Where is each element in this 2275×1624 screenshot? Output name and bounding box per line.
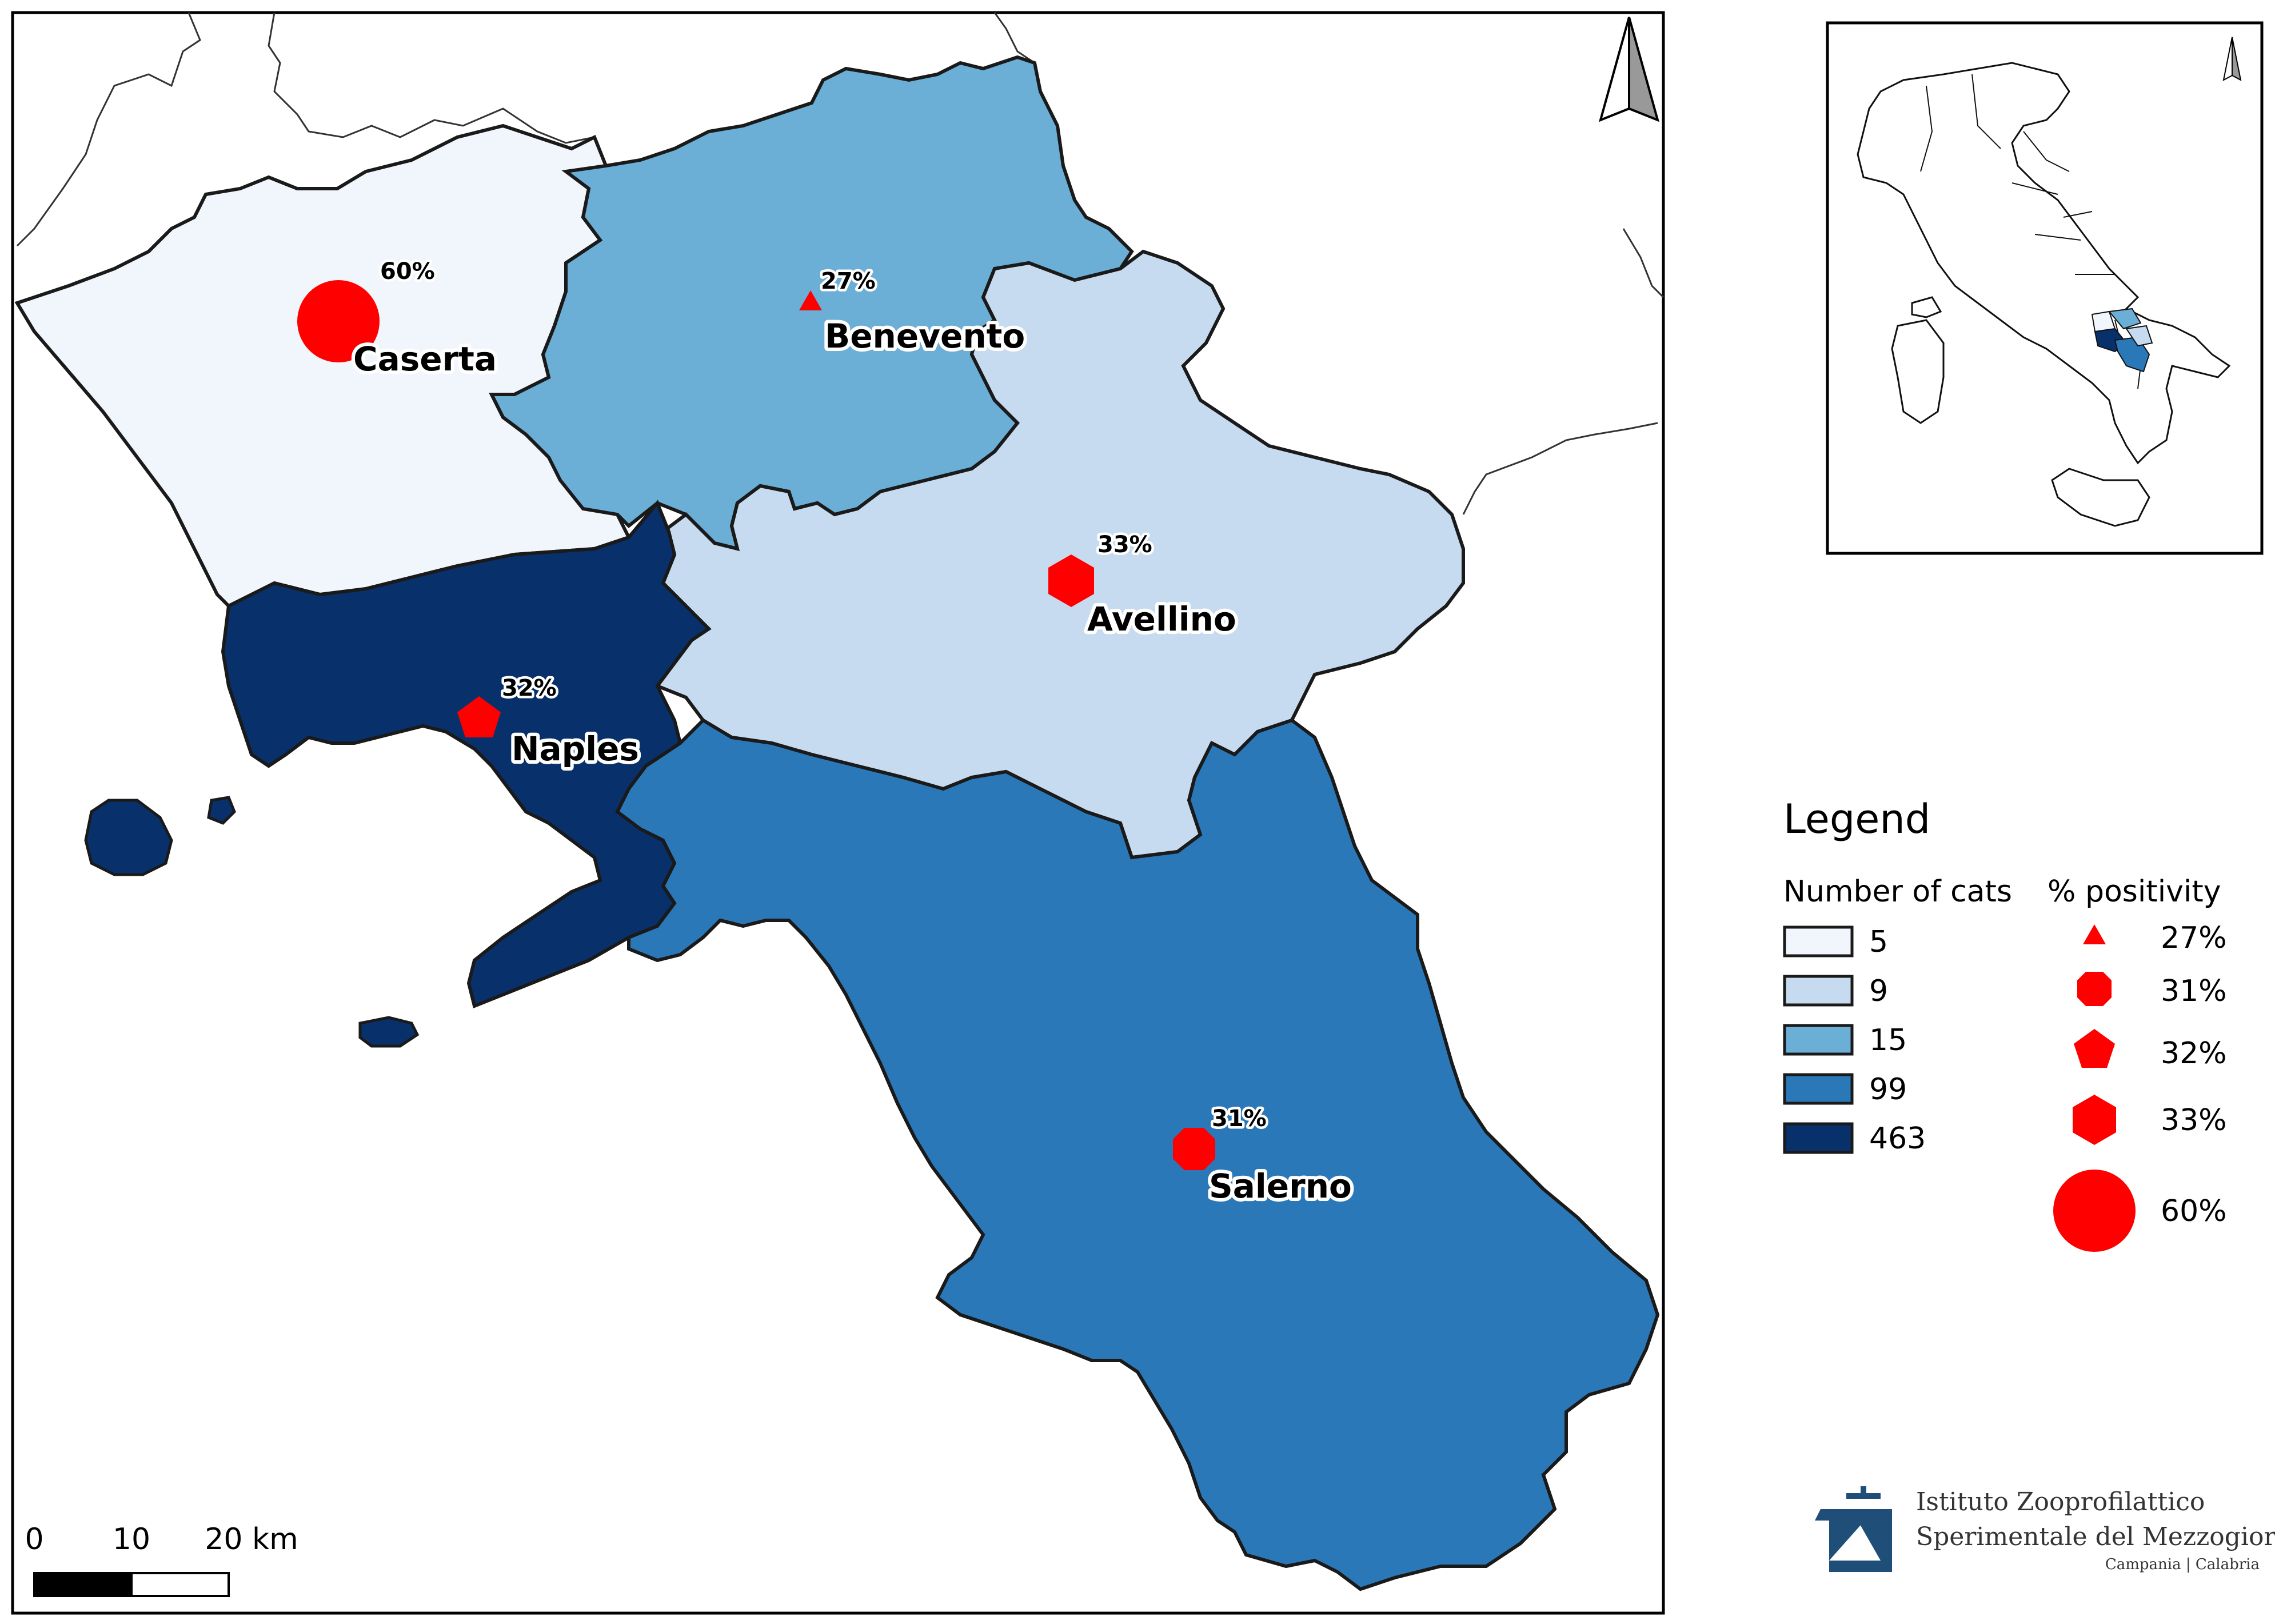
svg-text:99: 99 (1869, 1072, 1907, 1107)
marker-avellino (1048, 554, 1094, 607)
svg-text:32%: 32% (2161, 1036, 2227, 1071)
legend: Legend Number of cats % positivity 5 9 1… (1783, 796, 2227, 1252)
legend-bin-99: 99 (1783, 1072, 1907, 1107)
legend-cats-heading: Number of cats (1783, 875, 2012, 909)
svg-text:9: 9 (1869, 974, 1888, 1008)
marker-benevento (799, 290, 822, 310)
legend-marker-triangle: 27% (2083, 921, 2227, 955)
pct-label-salerno: 31% (1212, 1106, 1267, 1132)
legend-marker-circle: 60% (2053, 1170, 2227, 1252)
inset-north-arrow-icon (2222, 37, 2242, 81)
province-salerno (615, 718, 1660, 1591)
province-label-avellino: Avellino (1087, 600, 1236, 639)
inset-map-italy (1826, 21, 2264, 555)
province-label-salerno: Salerno (1209, 1167, 1352, 1206)
institute-logo: Istituto Zooprofilattico Sperimentale de… (1815, 1486, 2275, 1573)
scale-tick-2: 20 km (205, 1522, 298, 1557)
legend-bin-9: 9 (1783, 974, 1888, 1008)
legend-marker-octagon: 31% (2077, 972, 2227, 1008)
svg-text:463: 463 (1869, 1122, 1926, 1156)
pct-label-caserta: 60% (380, 258, 435, 285)
legend-marker-hexagon: 33% (2073, 1095, 2227, 1145)
neighbour-borders (16, 12, 1665, 515)
province-naples (84, 500, 712, 1048)
marker-caserta (297, 280, 380, 362)
logo-line-3: Campania | Calabria (2105, 1556, 2260, 1573)
province-label-caserta: Caserta (353, 340, 497, 378)
logo-line-2: Sperimentale del Mezzogiorno (1916, 1522, 2275, 1551)
marker-naples (457, 696, 501, 737)
iz-logo-icon (1815, 1486, 1892, 1572)
svg-text:27%: 27% (2161, 921, 2227, 955)
scale-tick-0: 0 (25, 1522, 43, 1557)
svg-text:33%: 33% (2161, 1103, 2227, 1138)
logo-line-1: Istituto Zooprofilattico (1916, 1487, 2205, 1517)
legend-marker-pentagon: 32% (2074, 1029, 2227, 1071)
legend-bin-5: 5 (1783, 925, 1888, 959)
svg-text:5: 5 (1869, 925, 1888, 959)
pct-label-avellino: 33% (1097, 532, 1152, 558)
legend-bin-463: 463 (1783, 1122, 1926, 1156)
scale-tick-1: 10 (113, 1522, 150, 1557)
scale-bar: 0 10 20 km (25, 1522, 298, 1597)
province-label-benevento: Benevento (825, 317, 1025, 356)
svg-text:60%: 60% (2161, 1194, 2227, 1228)
pct-label-naples: 32% (502, 675, 557, 701)
legend-title: Legend (1783, 796, 1930, 843)
svg-text:31%: 31% (2161, 974, 2227, 1008)
province-label-naples: Naples (512, 729, 639, 768)
pct-label-benevento: 27% (821, 268, 876, 294)
north-arrow-icon (1598, 17, 1660, 122)
svg-text:15: 15 (1869, 1023, 1907, 1058)
legend-bin-15: 15 (1783, 1023, 1907, 1058)
marker-salerno (1173, 1128, 1215, 1170)
legend-positivity-heading: % positivity (2047, 875, 2221, 909)
